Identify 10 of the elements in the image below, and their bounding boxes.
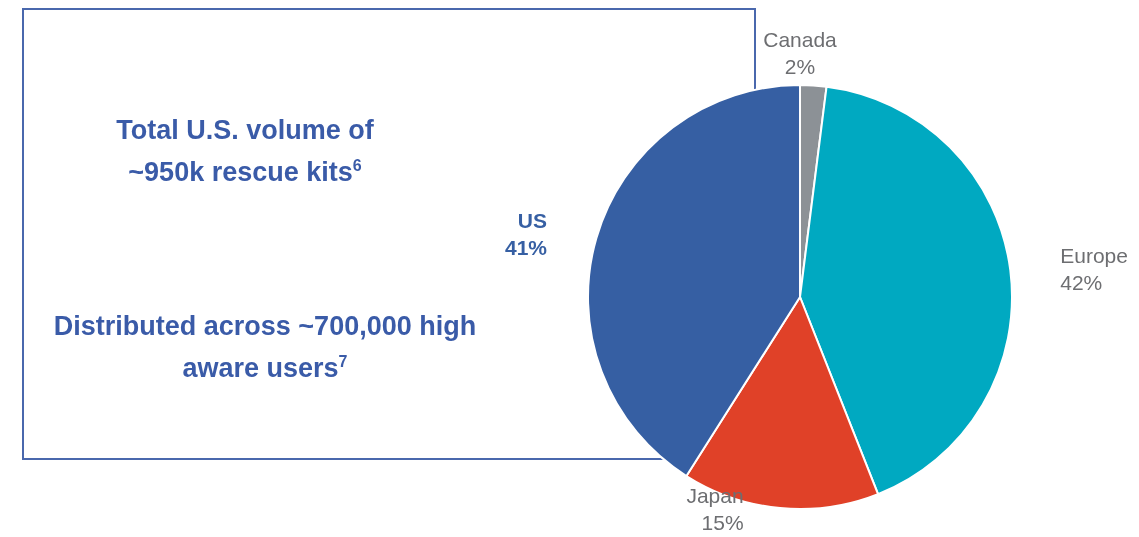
slice-label: Canada bbox=[763, 28, 838, 52]
text: Distributed across ~700,000 high aware users$^{7}$ bbox=[52, 310, 478, 385]
slice-label: Japan bbox=[686, 484, 744, 507]
data-label: 41% bbox=[504, 235, 548, 259]
data-label: 15% bbox=[701, 511, 744, 534]
slice-label: US bbox=[517, 208, 548, 232]
slice-label: Europe bbox=[1060, 243, 1128, 267]
text: Total U.S. volume of ~950k rescue kits$^{6}$ bbox=[115, 114, 375, 189]
data-label: 42% bbox=[1060, 270, 1103, 294]
data-label: 2% bbox=[784, 55, 816, 79]
